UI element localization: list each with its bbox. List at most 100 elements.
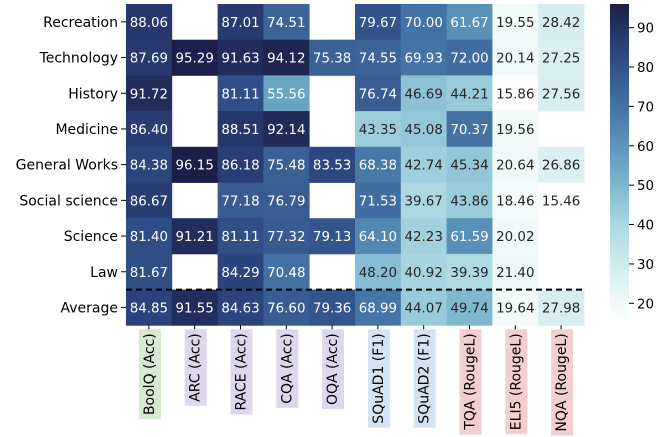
cell-value-label: 91.21	[176, 230, 214, 245]
cell-value-label: 44.07	[405, 301, 443, 316]
cell-value-label: 20.02	[496, 230, 534, 245]
cell-value-label: 70.48	[267, 266, 305, 281]
cell-value-label: 81.11	[221, 87, 259, 102]
column-label-group: SQuAD2 (F1)	[413, 329, 436, 428]
column-label-tag	[230, 329, 253, 415]
cell-value-label: 42.74	[405, 159, 443, 174]
cell-value-label: 43.86	[450, 194, 488, 209]
colorbar-tick-label: 90	[637, 22, 654, 37]
column-label-tag	[322, 329, 345, 410]
heatmap-cell	[492, 111, 539, 148]
heatmap-cell	[263, 75, 310, 112]
cell-value-label: 84.85	[130, 301, 168, 316]
cell-value-label: 94.12	[267, 52, 305, 67]
heatmap-cell	[400, 218, 447, 255]
heatmap-cell	[400, 39, 447, 76]
cell-value-label: 91.72	[130, 87, 168, 102]
heatmap-cell	[492, 75, 539, 112]
cell-value-label: 88.51	[221, 123, 259, 138]
cell-value-label: 70.00	[405, 16, 443, 31]
heatmap-cell	[217, 111, 264, 148]
cell-value-label: 95.29	[176, 52, 214, 67]
colorbar-tick-label: 80	[637, 61, 654, 76]
cell-value-label: 81.11	[221, 230, 259, 245]
cell-value-label: 79.13	[313, 230, 351, 245]
heatmap-cell	[355, 39, 402, 76]
cell-value-label: 21.40	[496, 266, 534, 281]
cell-value-label: 71.53	[359, 194, 397, 209]
column-label: TQA (RougeL)	[463, 333, 479, 430]
heatmap-cell	[171, 289, 218, 326]
heatmap-cell	[492, 218, 539, 255]
cell-value-label: 74.51	[267, 16, 305, 31]
cell-value-label: 81.67	[130, 266, 168, 281]
column-label-tag	[367, 329, 390, 428]
cell-value-label: 28.42	[542, 16, 580, 31]
column-label: SQuAD2 (F1)	[417, 333, 433, 423]
cell-value-label: 39.39	[450, 266, 488, 281]
cell-value-label: 75.48	[267, 159, 305, 174]
heatmap-cell	[217, 218, 264, 255]
cell-value-label: 40.92	[405, 266, 443, 281]
cell-value-label: 46.69	[405, 87, 443, 102]
cell-value-label: 92.14	[267, 123, 305, 138]
heatmap-cell	[492, 289, 539, 326]
heatmap-cell	[492, 182, 539, 219]
cell-value-label: 44.21	[450, 87, 488, 102]
heatmap-cell	[446, 111, 493, 148]
cell-value-label: 48.20	[359, 266, 397, 281]
row-label: Social science	[19, 193, 118, 209]
heatmap-cell	[492, 39, 539, 76]
heatmap-cell	[263, 218, 310, 255]
heatmap-cell	[538, 146, 585, 183]
column-label-tag	[184, 329, 207, 406]
cell-value-label: 27.56	[542, 87, 580, 102]
cell-value-label: 15.86	[496, 87, 534, 102]
heatmap-cell	[217, 146, 264, 183]
column-label-group: OQA (Acc)	[322, 329, 345, 410]
row-label: Average	[61, 300, 119, 316]
column-label: ELI5 (RougeL)	[508, 333, 524, 430]
cell-value-label: 18.46	[496, 194, 534, 209]
heatmap-cell	[309, 289, 356, 326]
cell-value-label: 96.15	[176, 159, 214, 174]
cell-value-label: 68.99	[359, 301, 397, 316]
colorbar-tick-label: 40	[637, 219, 654, 234]
row-label: General Works	[16, 158, 118, 174]
heatmap-cell	[217, 253, 264, 290]
column-label-group: SQuAD1 (F1)	[367, 329, 390, 428]
cell-value-label: 76.79	[267, 194, 305, 209]
colorbar-tick-label: 30	[637, 258, 654, 273]
heatmap-cell	[263, 289, 310, 326]
column-label-tag	[276, 329, 299, 408]
heatmap-cell	[217, 289, 264, 326]
cell-value-label: 20.64	[496, 159, 534, 174]
heatmap-cell	[217, 39, 264, 76]
cell-value-label: 45.34	[450, 159, 488, 174]
heatmap-cell	[263, 111, 310, 148]
heatmap-cell	[538, 4, 585, 41]
heatmap-cell	[355, 253, 402, 290]
colorbar-tick-label: 70	[637, 100, 654, 115]
colorbar-tick-label: 20	[637, 297, 654, 312]
cell-value-label: 64.10	[359, 230, 397, 245]
heatmap-cell	[492, 4, 539, 41]
cell-value-label: 74.55	[359, 52, 397, 67]
heatmap-cell	[355, 4, 402, 41]
cell-value-label: 88.06	[130, 16, 168, 31]
cell-value-label: 76.74	[359, 87, 397, 102]
cell-value-label: 42.23	[405, 230, 443, 245]
cell-value-label: 19.56	[496, 123, 534, 138]
cell-value-label: 83.53	[313, 159, 351, 174]
cell-value-label: 84.29	[221, 266, 259, 281]
heatmap-cell	[400, 4, 447, 41]
heatmap-cell	[309, 146, 356, 183]
heatmap-cell	[446, 39, 493, 76]
heatmap-cell	[126, 289, 173, 326]
heatmap-cell	[217, 4, 264, 41]
cell-value-label: 27.98	[542, 301, 580, 316]
heatmap-cell	[446, 146, 493, 183]
heatmap-cell	[126, 182, 173, 219]
heatmap-cell	[355, 218, 402, 255]
cell-value-label: 39.67	[405, 194, 443, 209]
